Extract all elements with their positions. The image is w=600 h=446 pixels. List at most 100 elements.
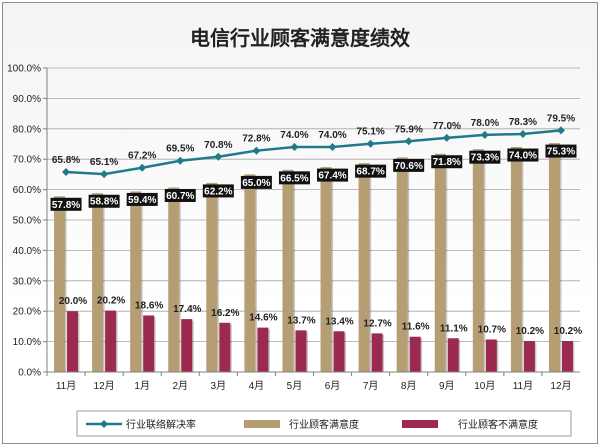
dissatisfaction-bar bbox=[523, 340, 535, 372]
legend: 行业联络解决率 行业顾客满意度 行业顾客不满意度 bbox=[76, 410, 572, 437]
x-tick-label: 8月 bbox=[401, 380, 417, 392]
x-tick-label: 9月 bbox=[439, 380, 455, 392]
resolution-label: 78.3% bbox=[509, 117, 537, 128]
satisfaction-label-box bbox=[431, 155, 463, 169]
satisfaction-bar bbox=[434, 153, 446, 372]
satisfaction-label: 66.5% bbox=[280, 173, 308, 184]
resolution-label: 78.0% bbox=[471, 118, 499, 129]
resolution-label: 75.1% bbox=[356, 127, 384, 138]
dissatisfaction-bar bbox=[447, 338, 459, 372]
satisfaction-label-box bbox=[355, 164, 387, 178]
satisfaction-label-box bbox=[469, 150, 501, 164]
x-tick-label: 6月 bbox=[325, 380, 341, 392]
dissatisfaction-bar bbox=[561, 340, 573, 372]
resolution-label: 67.2% bbox=[128, 151, 156, 162]
satisfaction-bar bbox=[282, 169, 294, 372]
satisfaction-bar bbox=[396, 157, 408, 372]
satisfaction-label-box bbox=[126, 192, 158, 206]
resolution-point bbox=[480, 130, 489, 139]
dissatisfaction-bar bbox=[181, 319, 193, 372]
x-tick-label: 11月 bbox=[513, 380, 533, 392]
resolution-point bbox=[404, 137, 413, 146]
resolution-label: 65.8% bbox=[52, 155, 80, 166]
satisfaction-label: 58.8% bbox=[90, 197, 118, 208]
resolution-label: 72.8% bbox=[242, 134, 270, 145]
satisfaction-label-box bbox=[164, 188, 196, 202]
dissatisfaction-label: 18.6% bbox=[135, 300, 163, 311]
dissatisfaction-label: 10.2% bbox=[516, 326, 544, 337]
data-labels: 57.8% 58.8% 59.4% 60.7% 62.2% 65.0% 66.5% 67.4%… bbox=[50, 113, 582, 337]
satisfaction-label: 73.3% bbox=[471, 153, 499, 164]
x-tick-label: 1月 bbox=[134, 380, 150, 392]
x-tick-label: 7月 bbox=[363, 380, 379, 392]
resolution-point bbox=[100, 170, 109, 179]
resolution-point bbox=[176, 156, 185, 165]
x-tick-label: 12月 bbox=[94, 380, 115, 392]
resolution-label: 70.8% bbox=[204, 140, 232, 151]
y-tick-label: 40.0% bbox=[13, 246, 41, 257]
resolution-label: 65.1% bbox=[90, 157, 118, 168]
y-tick-label: 60.0% bbox=[13, 185, 41, 196]
chart-title: 电信行业顾客满意度绩效 bbox=[190, 26, 410, 50]
dissatisfaction-label: 11.6% bbox=[402, 322, 430, 333]
dissatisfaction-bar bbox=[143, 315, 155, 372]
resolution-point bbox=[556, 126, 565, 135]
dissatisfaction-label: 11.1% bbox=[440, 323, 468, 334]
satisfaction-label-box bbox=[317, 168, 349, 182]
dissatisfaction-bar bbox=[409, 336, 421, 372]
resolution-point bbox=[138, 163, 147, 172]
dissatisfaction-label: 13.7% bbox=[287, 315, 315, 326]
satisfaction-bar bbox=[548, 143, 560, 372]
dissatisfaction-bar bbox=[485, 339, 497, 372]
resolution-point bbox=[62, 167, 71, 176]
satisfaction-label: 70.6% bbox=[394, 161, 422, 172]
resolution-label: 74.0% bbox=[318, 130, 346, 141]
satisfaction-label-box bbox=[545, 144, 577, 158]
legend-dissatisfaction-swatch bbox=[402, 420, 438, 428]
satisfaction-label: 74.0% bbox=[509, 151, 537, 162]
y-tick-label: 80.0% bbox=[13, 124, 41, 135]
resolution-line bbox=[62, 126, 565, 179]
satisfaction-bar bbox=[510, 147, 522, 372]
resolution-point bbox=[518, 129, 527, 138]
satisfaction-label-box bbox=[202, 184, 234, 198]
resolution-label: 69.5% bbox=[166, 144, 194, 155]
satisfaction-label: 68.7% bbox=[356, 167, 384, 178]
y-tick-label: 70.0% bbox=[13, 155, 41, 166]
dissatisfaction-label: 17.4% bbox=[173, 304, 201, 315]
satisfaction-bar bbox=[320, 167, 332, 372]
satisfaction-bar bbox=[54, 196, 66, 372]
resolution-point bbox=[290, 143, 299, 152]
resolution-point bbox=[328, 143, 337, 152]
dissatisfaction-bar bbox=[257, 327, 269, 372]
resolution-label: 77.0% bbox=[433, 121, 461, 132]
resolution-label: 74.0% bbox=[280, 130, 308, 141]
legend-label: 行业联络解决率 bbox=[126, 418, 196, 431]
dissatisfaction-label: 12.7% bbox=[363, 318, 391, 329]
dissatisfaction-label: 20.0% bbox=[59, 296, 87, 307]
legend-satisfaction-swatch bbox=[244, 420, 280, 428]
y-tick-label: 90.0% bbox=[13, 94, 41, 105]
satisfaction-label: 60.7% bbox=[166, 191, 194, 202]
x-tick-label: 12月 bbox=[550, 380, 571, 392]
satisfaction-label-box bbox=[240, 175, 272, 189]
bars bbox=[54, 143, 575, 372]
satisfaction-label-box bbox=[393, 158, 425, 172]
satisfaction-bar bbox=[472, 149, 484, 372]
dissatisfaction-label: 10.7% bbox=[478, 324, 506, 335]
satisfaction-bar bbox=[168, 187, 180, 372]
y-tick-label: 20.0% bbox=[13, 307, 41, 318]
resolution-point bbox=[442, 133, 451, 142]
satisfaction-bar bbox=[358, 163, 370, 372]
x-tick-label: 3月 bbox=[211, 380, 227, 392]
y-tick-label: 100.0% bbox=[7, 64, 41, 75]
satisfaction-label-box bbox=[88, 194, 120, 208]
satisfaction-label: 67.4% bbox=[318, 171, 346, 182]
dissatisfaction-bar bbox=[371, 333, 383, 372]
satisfaction-label: 71.8% bbox=[433, 157, 461, 168]
dissatisfaction-label: 13.4% bbox=[325, 316, 353, 327]
satisfaction-label: 62.2% bbox=[204, 186, 232, 197]
dissatisfaction-bar bbox=[295, 330, 307, 372]
dissatisfaction-bar bbox=[105, 310, 117, 372]
